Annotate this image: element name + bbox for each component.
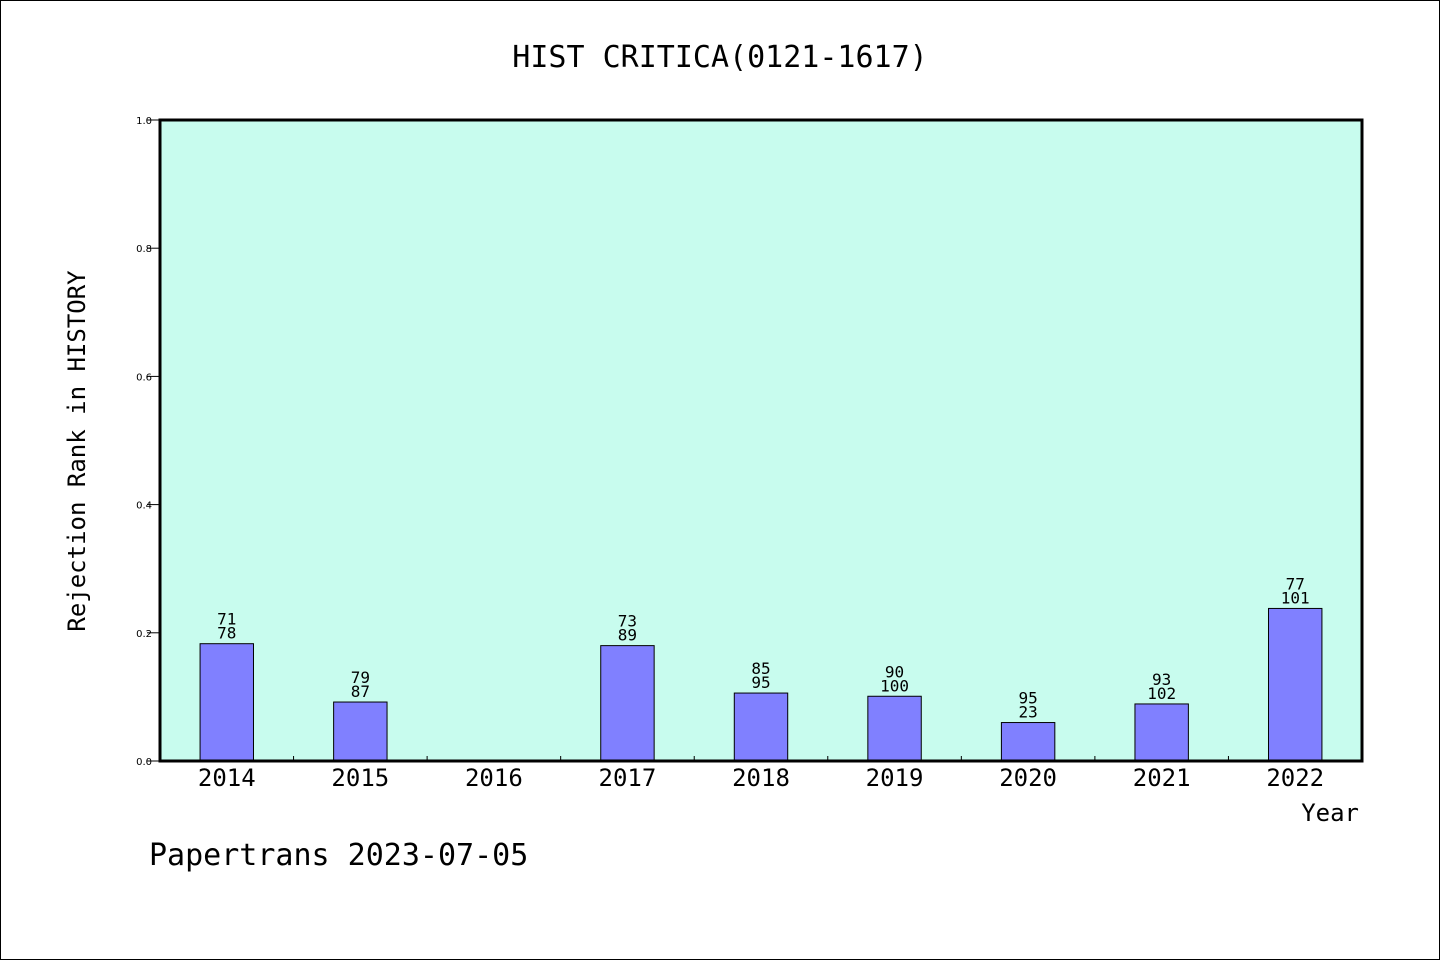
- bar-label-top: 93: [1152, 670, 1171, 689]
- bar-label-bottom: 78: [217, 624, 236, 643]
- y-tick-label: 1.0: [136, 116, 152, 127]
- bar-label-top: 79: [351, 668, 370, 687]
- bar-label-top: 90: [885, 662, 904, 681]
- bar-label-bottom: 100: [880, 676, 909, 695]
- bar-label-bottom: 95: [751, 673, 770, 692]
- x-axis: 2014 2015 2016 2017 2018 2019 2020 2021 2022: [198, 756, 1324, 792]
- plot-area: [160, 120, 1362, 761]
- bar-label-bottom: 87: [351, 682, 370, 701]
- x-tick-label: 2018: [732, 764, 790, 792]
- bar-2018: [733, 692, 789, 762]
- x-tick-label: 2021: [1133, 764, 1191, 792]
- bar-label-bottom: 23: [1018, 703, 1037, 722]
- x-tick-label: 2017: [599, 764, 657, 792]
- x-tick-label: 2014: [198, 764, 256, 792]
- chart-title: HIST CRITICA(0121-1617): [512, 40, 927, 75]
- x-tick-label: 2022: [1266, 764, 1324, 792]
- x-tick-label: 2019: [866, 764, 924, 792]
- bars-layer: [199, 607, 1323, 762]
- bar-label-top: 73: [618, 612, 637, 631]
- bar-label-top: 71: [217, 610, 236, 629]
- bar-label-top: 77: [1286, 574, 1305, 593]
- y-axis: 0.0 0.2 0.4 0.6 0.8 1.0: [136, 116, 160, 768]
- y-tick-label: 0.4: [136, 501, 152, 512]
- x-axis-title: Year: [1301, 799, 1359, 827]
- y-tick-label: 0.2: [136, 629, 152, 640]
- bar-2017: [600, 645, 655, 762]
- footer-text: Papertrans 2023-07-05: [149, 838, 528, 873]
- bar-2022: [1268, 607, 1323, 762]
- bar-2020: [1000, 722, 1056, 762]
- bar-label-bottom: 102: [1147, 684, 1176, 703]
- bar-label-bottom: 101: [1281, 588, 1310, 607]
- plot-border: [158, 118, 1364, 763]
- y-axis-title: Rejection Rank in HISTORY: [63, 270, 91, 632]
- x-tick-label: 2020: [999, 764, 1057, 792]
- bar-2015: [333, 701, 388, 762]
- y-tick-label: 0.6: [136, 372, 152, 383]
- bar-2021: [1134, 703, 1189, 762]
- bar-2019: [867, 695, 922, 762]
- bar-label-bottom: 89: [618, 626, 637, 645]
- y-tick-label: 0.0: [136, 757, 152, 768]
- bar-label-top: 95: [1018, 689, 1037, 708]
- x-tick-label: 2015: [331, 764, 389, 792]
- bar-2014: [199, 643, 254, 762]
- bar-label-top: 85: [751, 659, 770, 678]
- y-tick-label: 0.8: [136, 244, 152, 255]
- x-tick-label: 2016: [465, 764, 523, 792]
